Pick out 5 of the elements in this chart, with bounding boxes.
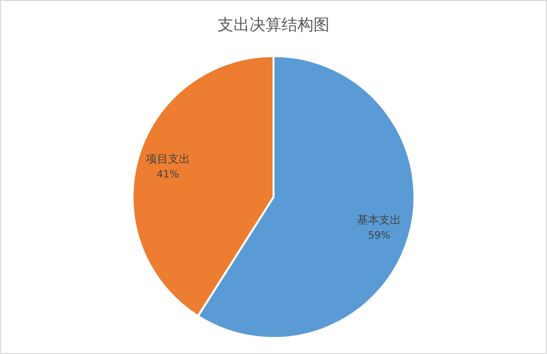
data-label: 59% [368,230,390,242]
chart-title: 支出决算结构图 [218,15,330,34]
slice-label: 基本支出 [357,214,402,227]
slice-label: 项目支出 [146,152,190,166]
data-label: 41% [156,169,179,180]
